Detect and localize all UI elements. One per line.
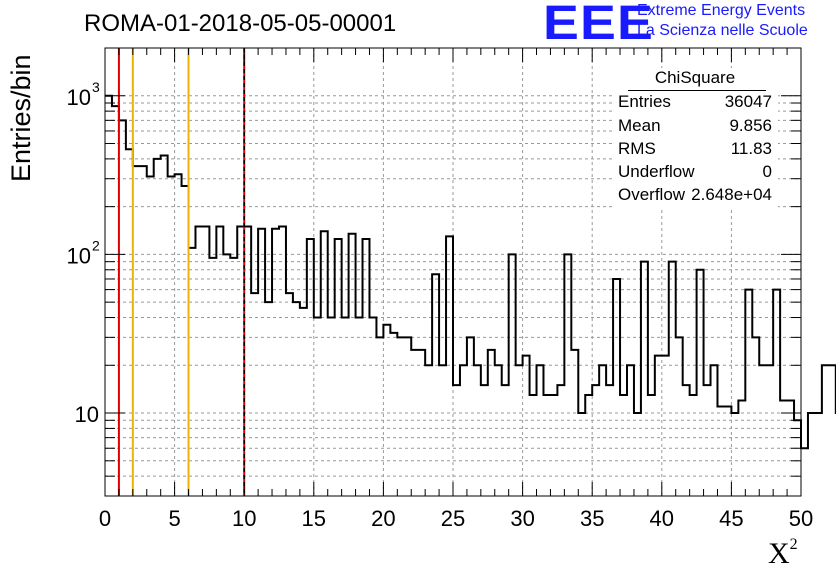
stats-value: 0 (762, 162, 772, 181)
stats-title: ChiSquare (654, 68, 736, 87)
x-tick-label: 20 (371, 506, 395, 531)
stats-key: Mean (618, 116, 661, 135)
x-tick-label: 0 (99, 506, 111, 531)
histogram-series (105, 94, 836, 450)
stats-row-rms: RMS 11.83 (618, 139, 772, 161)
stats-row-entries: Entries 36047 (618, 92, 772, 114)
x-tick-label: 35 (580, 506, 604, 531)
eee-logo: EEE (543, 0, 654, 50)
stats-value: 11.83 (730, 139, 772, 158)
chart-title: ROMA-01-2018-05-05-00001 (84, 10, 397, 37)
stats-row-overflow: Overflow 2.648e+04 (618, 185, 772, 207)
x-tick-label: 30 (510, 506, 534, 531)
x-tick-label: 25 (441, 506, 465, 531)
x-axis-label: X2 (768, 536, 798, 570)
x-tick-label: 50 (789, 506, 813, 531)
histogram-line (105, 94, 836, 450)
y-tick-exponent: 2 (92, 237, 100, 253)
logo-line-1: Extreme Energy Events (637, 2, 806, 19)
axis-ticks (104, 47, 802, 497)
x-tick-label: 15 (302, 506, 326, 531)
stats-box: ChiSquare Entries 36047 Mean 9.856 RMS 1… (612, 68, 778, 210)
x-tick-label: 40 (650, 506, 674, 531)
threshold-lines (117, 48, 246, 496)
y-tick-label: 10 (75, 402, 99, 427)
logo-line-2: La Scienza nelle Scuole (637, 22, 808, 39)
stats-key: Underflow (618, 162, 695, 181)
stats-value: 9.856 (729, 116, 772, 135)
stats-value: 36047 (724, 92, 772, 111)
y-tick-label: 10 (67, 85, 91, 110)
stats-key: RMS (618, 139, 656, 158)
stats-value: 2.648e+04 (691, 185, 772, 204)
y-tick-label: 10 (67, 243, 91, 268)
stats-row-mean: Mean 9.856 (618, 116, 772, 138)
x-tick-label: 5 (168, 506, 180, 531)
x-tick-label: 45 (719, 506, 743, 531)
y-tick-exponent: 3 (92, 79, 100, 95)
stats-key: Entries (618, 92, 671, 111)
y-axis-label: Entries/bin (6, 54, 36, 182)
stats-key: Overflow (618, 185, 686, 204)
stats-row-underflow: Underflow 0 (618, 162, 772, 184)
stats-divider (628, 90, 766, 91)
x-label-exponent: 2 (789, 536, 798, 553)
x-tick-label: 10 (232, 506, 256, 531)
